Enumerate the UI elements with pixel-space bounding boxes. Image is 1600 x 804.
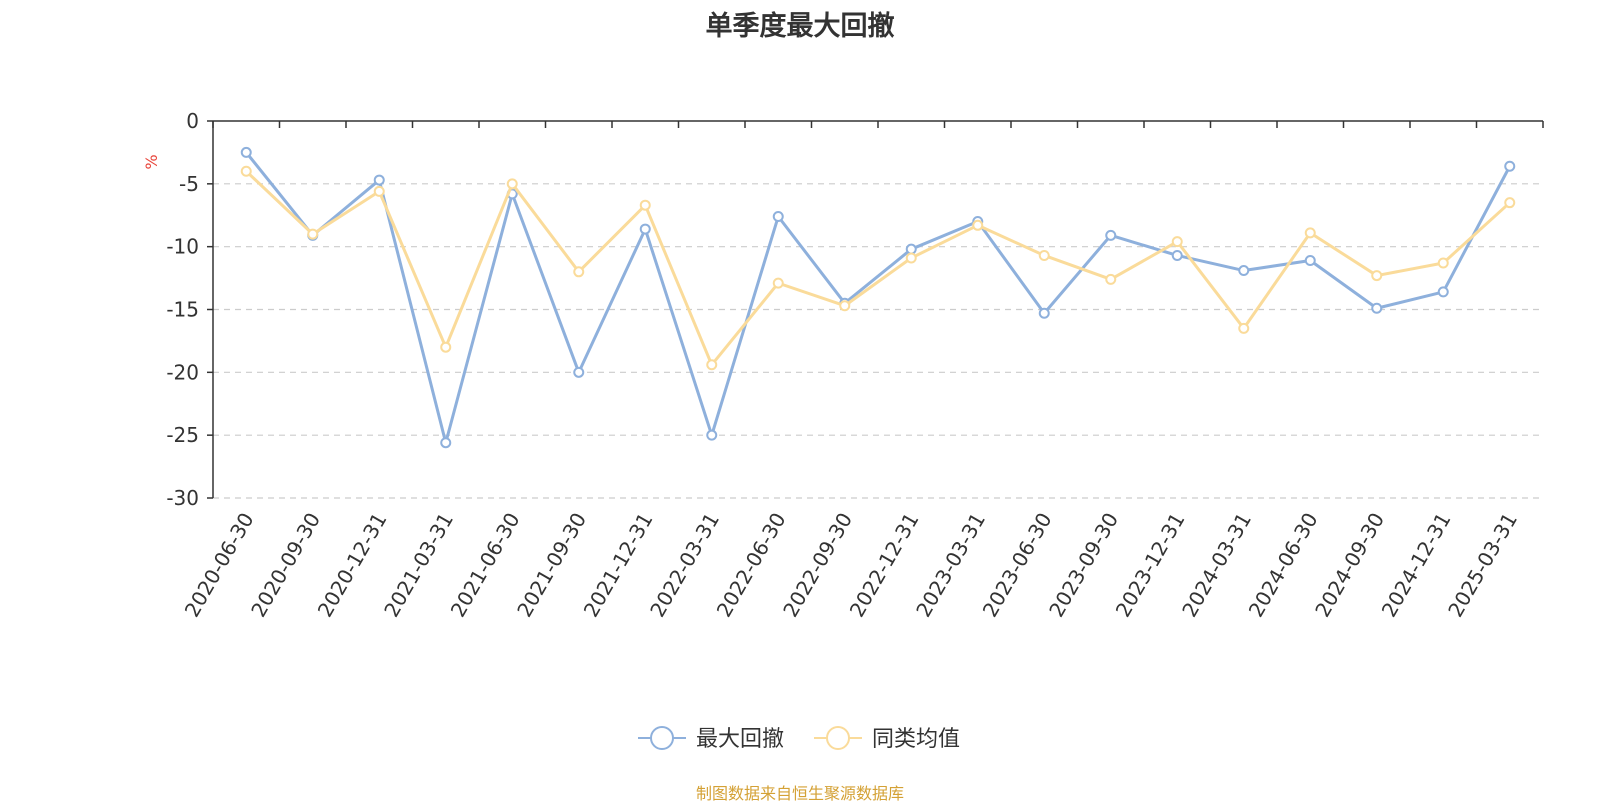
data-point [905,243,917,255]
series-group [240,165,1516,371]
y-axis-label: % [142,154,161,169]
data-point [1171,249,1183,261]
series-lines [240,146,1516,449]
data-point [240,165,252,177]
legend-item: 同类均值 [814,726,960,752]
x-tick-label: 2021-09-30 [512,509,591,622]
x-tick-label: 2022-12-31 [845,509,924,622]
data-point [1238,265,1250,277]
data-point [772,211,784,223]
series-group [240,146,1516,449]
source-note: 制图数据来自恒生聚源数据库 [695,784,904,803]
data-point [1105,273,1117,285]
data-point [1371,270,1383,282]
data-point [1504,160,1516,172]
legend: 最大回撤 同类均值 [638,726,960,752]
x-tick-label: 2022-03-31 [645,509,724,622]
x-tick-label: 2020-12-31 [313,509,392,622]
data-point [440,437,452,449]
x-tick-label: 2021-12-31 [579,509,658,622]
data-point [1371,302,1383,314]
x-tick-label: 2021-06-30 [446,509,525,622]
legend-circle-icon [650,726,674,750]
legend-label: 最大回撤 [696,727,784,752]
y-tick-label: -10 [166,235,199,259]
x-tick-label: 2022-06-30 [712,509,791,622]
data-point [1504,197,1516,209]
data-point [706,359,718,371]
x-tick-label: 2023-09-30 [1044,509,1123,622]
data-point [1038,307,1050,319]
data-point [506,178,518,190]
legend-circle-icon [826,726,850,750]
x-tick-label: 2024-12-31 [1377,509,1456,622]
data-point [440,341,452,353]
grid-lines [213,183,1543,499]
data-point [639,199,651,211]
data-point [1105,229,1117,241]
x-tick-label: 2024-06-30 [1244,509,1323,622]
data-point [573,266,585,278]
x-tick-label: 2020-06-30 [180,509,259,622]
axes: 0-5-10-15-20-25-30%2020-06-302020-09-302… [142,109,1544,622]
data-point [905,252,917,264]
y-tick-label: -15 [166,298,199,322]
y-tick-label: -25 [166,423,199,447]
data-point [706,429,718,441]
x-tick-label: 2025-03-31 [1443,509,1522,622]
x-tick-label: 2022-09-30 [778,509,857,622]
data-point [1171,236,1183,248]
data-point [307,228,319,240]
data-point [1304,254,1316,266]
chart-title: 单季度最大回撤 [705,11,895,42]
y-tick-label: 0 [186,109,199,133]
x-tick-label: 2024-03-31 [1177,509,1256,622]
data-point [1038,249,1050,261]
x-tick-label: 2023-06-30 [978,509,1057,622]
data-point [1437,257,1449,269]
data-point [772,277,784,289]
series-line [245,170,1511,367]
y-tick-label: -30 [166,486,199,510]
data-point [373,185,385,197]
data-point [573,366,585,378]
x-tick-label: 2024-09-30 [1310,509,1389,622]
x-tick-label: 2023-03-31 [911,509,990,622]
legend-item: 最大回撤 [638,726,784,752]
x-tick-label: 2020-09-30 [246,509,325,622]
x-tick-label: 2023-12-31 [1111,509,1190,622]
data-point [1238,322,1250,334]
data-point [373,174,385,186]
y-tick-label: -5 [179,172,199,196]
series-line [245,151,1512,445]
data-point [639,223,651,235]
data-point [972,219,984,231]
data-point [240,146,252,158]
data-point [839,300,851,312]
data-point [1304,227,1316,239]
y-tick-label: -20 [166,360,199,384]
x-tick-label: 2021-03-31 [379,509,458,622]
legend-label: 同类均值 [872,727,960,752]
data-point [1437,286,1449,298]
